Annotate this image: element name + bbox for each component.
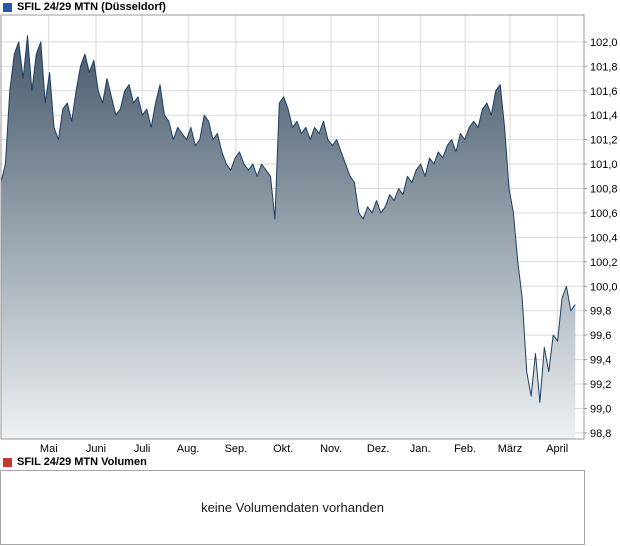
x-axis-label: Sep. [225, 443, 248, 455]
price-legend: SFIL 24/29 MTN (Düsseldorf) [0, 0, 620, 14]
price-chart: 102,0 101,8 101,6 101,4 101,2 101,0 100,8 100,6… [0, 14, 618, 455]
x-axis-label: April [546, 443, 568, 455]
x-axis-label: Dez. [367, 443, 390, 455]
chart-title: SFIL 24/29 MTN (Düsseldorf) [17, 1, 166, 13]
y-axis-label: 100,0 [590, 281, 618, 293]
y-axis-label: 99,2 [590, 379, 611, 391]
y-axis-label: 100,6 [590, 208, 618, 220]
y-axis-label: 101,0 [590, 159, 618, 171]
volume-title: SFIL 24/29 MTN Volumen [17, 456, 147, 468]
x-axis-label: März [498, 443, 522, 455]
y-axis-label: 101,6 [590, 86, 618, 98]
y-axis-label: 100,2 [590, 257, 618, 269]
y-axis-label: 99,0 [590, 404, 611, 416]
x-axis-label: Okt. [273, 443, 293, 455]
volume-legend: SFIL 24/29 MTN Volumen [0, 455, 620, 469]
y-axis-label: 101,2 [590, 135, 618, 147]
y-axis-label: 99,4 [590, 355, 611, 367]
plot-border [0, 14, 585, 440]
y-axis-label: 101,8 [590, 61, 618, 73]
y-axis-label: 99,6 [590, 330, 611, 342]
price-line [0, 35, 576, 403]
y-axis-label: 99,8 [590, 306, 611, 318]
y-axis-label: 100,4 [590, 232, 618, 244]
y-axis-label: 102,0 [590, 37, 618, 49]
x-axis-label: Juni [86, 443, 106, 455]
price-area [1, 35, 576, 440]
x-axis-label: Juli [134, 443, 151, 455]
x-axis-label: Feb. [454, 443, 476, 455]
price-legend-square-icon [3, 2, 12, 12]
x-axis-label: Mai [40, 443, 58, 455]
y-axis-label: 100,8 [590, 184, 618, 196]
x-axis-label: Nov. [320, 443, 342, 455]
volume-empty-message: keine Volumendaten vorhanden [201, 500, 384, 515]
volume-legend-square-icon [3, 457, 12, 467]
volume-empty-box: keine Volumendaten vorhanden [0, 470, 585, 545]
x-axis-label: Aug. [177, 443, 200, 455]
y-axis-label: 98,8 [590, 428, 611, 440]
x-axis-label: Jan. [410, 443, 431, 455]
y-axis-label: 101,4 [590, 110, 618, 122]
